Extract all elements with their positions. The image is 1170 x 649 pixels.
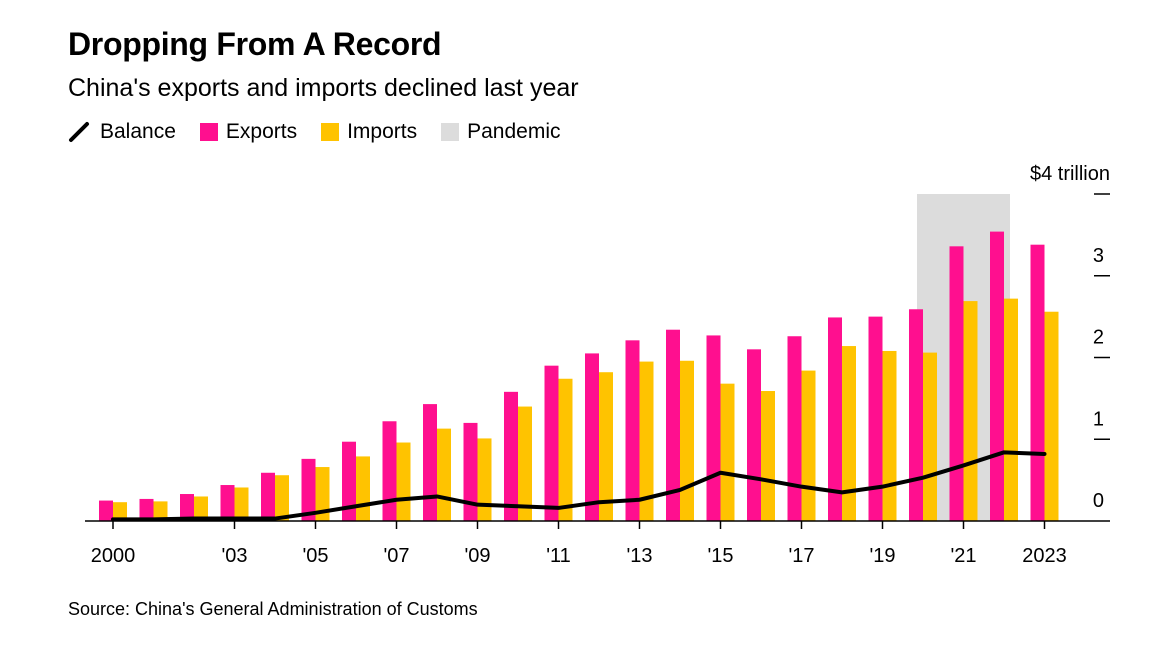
bar-exports-2008 — [423, 404, 437, 521]
legend-item-imports: Imports — [321, 120, 417, 144]
bar-imports-2017 — [801, 370, 816, 521]
bar-exports-2007 — [382, 421, 397, 521]
legend-label-imports: Imports — [347, 120, 418, 143]
bar-imports-2009 — [477, 438, 492, 521]
x-tick-label-2009: '09 — [464, 545, 490, 567]
bar-imports-2013 — [639, 361, 654, 521]
bar-imports-2008 — [437, 428, 451, 521]
x-tick-label-2005: '05 — [302, 545, 328, 567]
bar-imports-2002 — [194, 496, 208, 521]
bar-exports-2016 — [747, 349, 761, 521]
bar-imports-2014 — [680, 360, 694, 521]
legend-label-pandemic: Pandemic — [467, 120, 561, 143]
y-tick-label-2: 2 — [1093, 327, 1104, 349]
bar-exports-2003 — [220, 485, 235, 521]
bar-exports-2023 — [1030, 244, 1045, 521]
y-tick-label-3: 3 — [1093, 245, 1104, 267]
legend-item-balance: Balance — [68, 120, 176, 144]
balance-line-layer — [111, 450, 1047, 522]
bar-imports-2020 — [923, 352, 937, 521]
bar-exports-2017 — [787, 336, 802, 521]
bar-exports-2002 — [180, 494, 194, 521]
y-tick-label-1: 1 — [1093, 408, 1104, 430]
bar-exports-2020 — [909, 309, 923, 521]
axis-layer: 2000 '03 '05 '07 '09 '11 '13 '15 '17 '19 '21 2023 0 1… — [85, 163, 1110, 567]
bar-exports-2011 — [544, 365, 559, 521]
bar-imports-2023 — [1044, 311, 1059, 521]
bar-exports-2006 — [342, 441, 356, 521]
bar-imports-2018 — [842, 346, 856, 521]
legend-item-pandemic: Pandemic — [441, 120, 561, 144]
x-tick-label-2007: '07 — [383, 545, 409, 567]
bar-imports-2007 — [396, 442, 411, 521]
chart-subtitle: China's exports and imports declined las… — [68, 74, 579, 102]
bar-imports-2021 — [963, 301, 978, 521]
bar-imports-2000 — [113, 502, 127, 521]
chart-title: Dropping From A Record — [68, 26, 442, 62]
bar-exports-2021 — [949, 246, 964, 521]
bar-exports-2015 — [706, 335, 721, 521]
chart-legend: Balance Exports Imports Pandemic — [68, 118, 585, 146]
bar-exports-2001 — [139, 498, 154, 521]
x-tick-label-2000: 2000 — [91, 545, 136, 567]
y-tick-label-4: $4 trillion — [1030, 163, 1110, 185]
bar-imports-2003 — [234, 487, 249, 521]
bar-exports-2000 — [99, 500, 113, 521]
legend-swatch-exports — [199, 123, 218, 141]
bar-exports-2013 — [625, 340, 640, 521]
bar-imports-2016 — [761, 391, 775, 521]
legend-item-exports: Exports — [199, 120, 298, 144]
bar-imports-2001 — [153, 501, 168, 521]
legend-label-exports: Exports — [225, 120, 298, 143]
bar-exports-2012 — [585, 353, 599, 521]
bar-exports-2004 — [261, 472, 275, 521]
bar-exports-2019 — [868, 316, 883, 521]
x-tick-label-2023: 2023 — [1022, 545, 1067, 567]
source-note: Source: China's General Administration o… — [68, 599, 478, 619]
x-tick-label-2003: '03 — [221, 545, 247, 567]
bar-imports-2022 — [1004, 298, 1018, 521]
x-tick-label-2015: '15 — [707, 545, 733, 567]
legend-label-balance: Balance — [100, 120, 176, 143]
bar-imports-2019 — [882, 350, 897, 521]
x-tick-label-2017: '17 — [788, 545, 814, 567]
balance-line — [111, 450, 1047, 522]
x-tick-label-2019: '19 — [869, 545, 895, 567]
y-tick-label-0: 0 — [1093, 490, 1104, 512]
bar-exports-2010 — [504, 391, 518, 521]
legend-swatch-imports — [321, 123, 340, 141]
bar-imports-2015 — [720, 383, 735, 521]
x-tick-label-2021: '21 — [950, 545, 976, 567]
bar-imports-2004 — [275, 475, 289, 521]
bar-imports-2005 — [315, 467, 330, 521]
bar-exports-2009 — [463, 422, 478, 521]
bar-imports-2011 — [558, 378, 573, 521]
bar-exports-2014 — [666, 329, 680, 521]
bar-imports-2006 — [356, 456, 370, 521]
legend-swatch-balance — [69, 122, 89, 142]
bar-exports-2018 — [828, 317, 842, 521]
bar-imports-2012 — [599, 372, 613, 521]
x-tick-label-2011: '11 — [546, 545, 571, 567]
bar-exports-2022 — [990, 231, 1004, 522]
x-tick-label-2013: '13 — [626, 545, 652, 567]
legend-swatch-pandemic — [441, 123, 460, 141]
bar-imports-2010 — [518, 406, 532, 521]
bar-exports-2005 — [301, 458, 316, 521]
